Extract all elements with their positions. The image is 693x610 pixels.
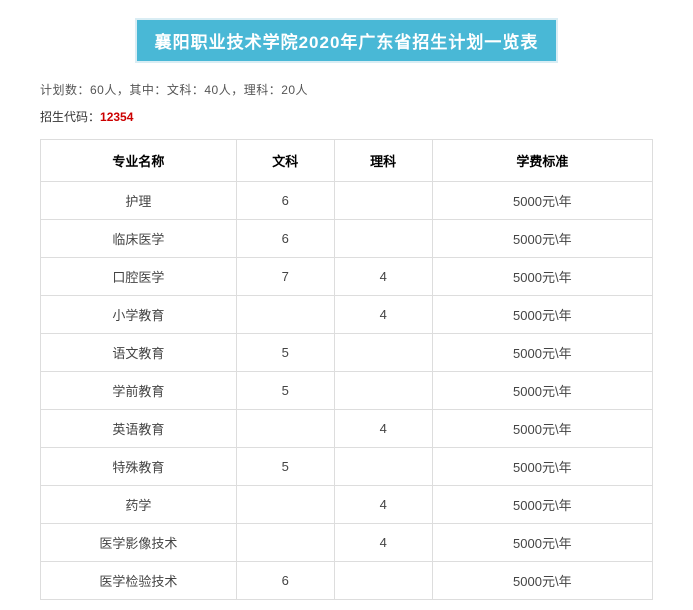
table-row: 语文教育5 5000元\年 (41, 334, 653, 372)
cell-fee: 5000元\年 (432, 258, 652, 296)
table-row: 医学影像技术 45000元\年 (41, 524, 653, 562)
cell-wen (236, 296, 334, 334)
cell-fee: 5000元\年 (432, 182, 652, 220)
cell-li (334, 334, 432, 372)
enrollment-code-line: 招生代码：12354 (40, 108, 653, 125)
cell-fee: 5000元\年 (432, 562, 652, 600)
cell-major: 小学教育 (41, 296, 237, 334)
enrollment-code-value: 12354 (100, 110, 133, 124)
summary-line: 计划数：60人，其中：文科：40人，理科：20人 (40, 81, 653, 98)
cell-li (334, 220, 432, 258)
cell-major: 口腔医学 (41, 258, 237, 296)
cell-wen: 5 (236, 372, 334, 410)
cell-fee: 5000元\年 (432, 448, 652, 486)
cell-major: 语文教育 (41, 334, 237, 372)
cell-li (334, 448, 432, 486)
cell-li (334, 182, 432, 220)
cell-li: 4 (334, 486, 432, 524)
cell-major: 医学影像技术 (41, 524, 237, 562)
cell-major: 医学检验技术 (41, 562, 237, 600)
cell-li: 4 (334, 296, 432, 334)
cell-li (334, 562, 432, 600)
table-row: 英语教育 45000元\年 (41, 410, 653, 448)
cell-fee: 5000元\年 (432, 524, 652, 562)
table-row: 口腔医学745000元\年 (41, 258, 653, 296)
cell-wen: 6 (236, 220, 334, 258)
cell-major: 临床医学 (41, 220, 237, 258)
cell-wen: 5 (236, 448, 334, 486)
cell-fee: 5000元\年 (432, 372, 652, 410)
title-banner: 襄阳职业技术学院2020年广东省招生计划一览表 (135, 18, 559, 63)
cell-wen (236, 410, 334, 448)
col-header-li: 理科 (334, 140, 432, 182)
cell-fee: 5000元\年 (432, 220, 652, 258)
cell-wen (236, 524, 334, 562)
table-row: 小学教育 45000元\年 (41, 296, 653, 334)
table-row: 医学检验技术6 5000元\年 (41, 562, 653, 600)
cell-fee: 5000元\年 (432, 410, 652, 448)
cell-fee: 5000元\年 (432, 486, 652, 524)
cell-major: 护理 (41, 182, 237, 220)
table-row: 学前教育5 5000元\年 (41, 372, 653, 410)
cell-wen: 6 (236, 182, 334, 220)
cell-major: 学前教育 (41, 372, 237, 410)
cell-major: 特殊教育 (41, 448, 237, 486)
page-container: 襄阳职业技术学院2020年广东省招生计划一览表 计划数：60人，其中：文科：40… (10, 18, 683, 600)
cell-wen (236, 486, 334, 524)
enrollment-code-label: 招生代码： (40, 110, 100, 124)
cell-major: 药学 (41, 486, 237, 524)
table-row: 特殊教育5 5000元\年 (41, 448, 653, 486)
table-row: 临床医学6 5000元\年 (41, 220, 653, 258)
col-header-major: 专业名称 (41, 140, 237, 182)
cell-li: 4 (334, 410, 432, 448)
table-row: 药学 45000元\年 (41, 486, 653, 524)
cell-fee: 5000元\年 (432, 296, 652, 334)
cell-wen: 6 (236, 562, 334, 600)
cell-fee: 5000元\年 (432, 334, 652, 372)
cell-wen: 5 (236, 334, 334, 372)
cell-major: 英语教育 (41, 410, 237, 448)
col-header-fee: 学费标准 (432, 140, 652, 182)
cell-li: 4 (334, 258, 432, 296)
table-row: 护理6 5000元\年 (41, 182, 653, 220)
table-header-row: 专业名称 文科 理科 学费标准 (41, 140, 653, 182)
cell-li (334, 372, 432, 410)
cell-wen: 7 (236, 258, 334, 296)
cell-li: 4 (334, 524, 432, 562)
enrollment-plan-table: 专业名称 文科 理科 学费标准 护理65000元\年临床医学65000元\年口腔… (40, 139, 653, 600)
col-header-wen: 文科 (236, 140, 334, 182)
